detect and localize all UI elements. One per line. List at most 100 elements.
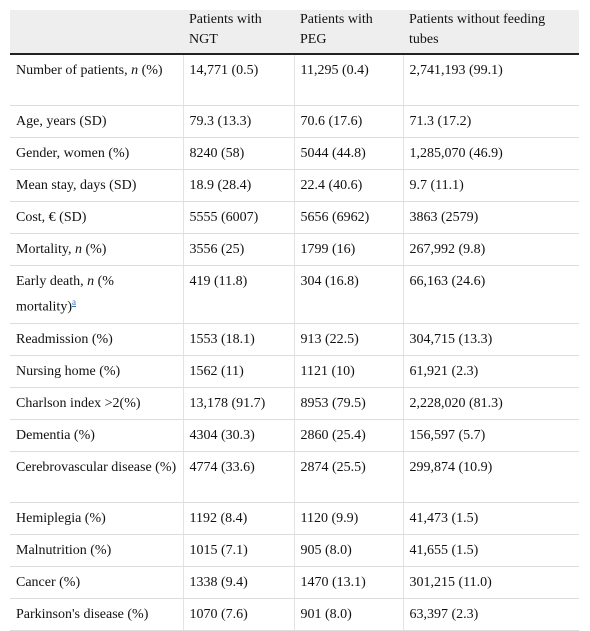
row-label-text: Hemiplegia (%) [16,510,106,526]
cell-no-tube: 9.7 (11.1) [403,169,579,202]
row-label: Readmission (%) [10,323,184,356]
cell-no-tube: 301,215 (11.0) [403,566,579,599]
cell-no-tube: 299,874 (10.9) [403,451,579,503]
cell-no-tube: 61,921 (2.3) [403,355,579,388]
cell-ngt: 4774 (33.6) [183,451,295,503]
cell-no-tube: 66,163 (24.6) [403,265,579,324]
table-row: Cancer (%) 1338 (9.4) 1470 (13.1) 301,215 (… [10,566,579,599]
row-label-italic: n [131,63,139,78]
patient-characteristics-table: Patients with NGT Patients with PEG Pati… [10,10,579,631]
row-label: Gender, women (%) [10,137,184,170]
row-label-text: Gender, women (%) [16,146,130,161]
row-label-text: Mean stay, days (SD) [16,178,137,193]
table-row: Cerebrovascular disease (%) 4774 (33.6) 28… [10,451,579,503]
table-row: Malnutrition (%) 1015 (7.1) 905 (8.0) 41,65… [10,534,579,567]
header-cell-ngt: Patients with NGT [183,10,294,55]
cell-no-tube: 304,715 (13.3) [403,323,579,356]
cell-no-tube: 267,992 (9.8) [403,233,579,266]
cell-no-tube: 71.3 (17.2) [403,105,579,138]
header-cell-peg: Patients with PEG [294,10,403,55]
row-label: Cancer (%) [10,566,184,599]
cell-ngt: 4304 (30.3) [183,419,295,452]
table-row: Parkinson's disease (%) 1070 (7.6) 901 (8.… [10,598,579,631]
cell-no-tube: 2,228,020 (81.3) [403,387,579,420]
cell-peg: 905 (8.0) [294,534,404,567]
cell-peg: 11,295 (0.4) [294,54,404,106]
row-label-text: Malnutrition (%) [16,542,112,558]
row-label: Early death, n (% mortality)a [10,265,184,324]
cell-peg: 2874 (25.5) [294,451,404,503]
table-row: Number of patients, n (%) 14,771 (0.5) 11,… [10,54,579,106]
cell-peg: 304 (16.8) [294,265,404,324]
header-row: Patients with NGT Patients with PEG Pati… [10,10,579,55]
row-label-suffix: (%) [81,242,107,257]
row-label: Mean stay, days (SD) [10,169,184,202]
table-row: Gender, women (%) 8240 (58) 5044 (44.8) 1,2… [10,137,579,170]
row-label-text: Readmission (%) [16,331,113,347]
header-cell-blank [10,10,183,55]
cell-ngt: 5555 (6007) [183,201,295,234]
cell-ngt: 1553 (18.1) [183,323,295,356]
table-row: Charlson index >2(%) 13,178 (91.7) 8953 (7… [10,387,579,420]
data-table-container: Patients with NGT Patients with PEG Pati… [10,10,579,631]
footnote-link[interactable]: a [72,297,76,307]
row-label-text: Cost, € (SD) [16,210,87,225]
row-label-text: Parkinson's disease (%) [16,606,149,622]
row-label: Charlson index >2(%) [10,387,184,420]
table-row: Mean stay, days (SD) 18.9 (28.4) 22.4 (40.… [10,169,579,202]
table-row: Readmission (%) 1553 (18.1) 913 (22.5) 304,… [10,323,579,356]
cell-no-tube: 41,473 (1.5) [403,502,579,535]
cell-ngt: 1562 (11) [183,355,295,388]
row-label: Parkinson's disease (%) [10,598,184,631]
cell-no-tube: 2,741,193 (99.1) [403,54,579,106]
table-row: Hemiplegia (%) 1192 (8.4) 1120 (9.9) 41,473… [10,502,579,535]
cell-ngt: 14,771 (0.5) [183,54,295,106]
row-label-suffix: (%) [138,63,163,78]
cell-ngt: 419 (11.8) [183,265,295,324]
cell-peg: 5044 (44.8) [294,137,404,170]
cell-no-tube: 1,285,070 (46.9) [403,137,579,170]
row-label-text: Charlson index >2(%) [16,395,141,411]
table-row: Age, years (SD) 79.3 (13.3) 70.6 (17.6) 71.… [10,105,579,138]
table-row: Nursing home (%) 1562 (11) 1121 (10) 61,921… [10,355,579,388]
row-label-text: Cerebrovascular disease (%) [16,459,177,475]
row-label-text: Dementia (%) [16,427,95,443]
row-label: Age, years (SD) [10,105,184,138]
cell-peg: 1799 (16) [294,233,404,266]
row-label-suffix: (% mortality) [16,274,114,315]
cell-peg: 1120 (9.9) [294,502,404,535]
row-label-italic: n [74,242,82,257]
cell-peg: 913 (22.5) [294,323,404,356]
cell-ngt: 1015 (7.1) [183,534,295,567]
table-row: Cost, € (SD) 5555 (6007) 5656 (6962) 3863 (… [10,201,579,234]
row-label-text: Nursing home (%) [16,363,121,379]
row-label-text: Age, years (SD) [16,114,107,129]
table-row: Mortality, n (%) 3556 (25) 1799 (16) 267,99… [10,233,579,266]
cell-peg: 22.4 (40.6) [294,169,404,202]
cell-peg: 1470 (13.1) [294,566,404,599]
cell-no-tube: 3863 (2579) [403,201,579,234]
cell-ngt: 13,178 (91.7) [183,387,295,420]
row-label: Dementia (%) [10,419,184,452]
table-row: Early death, n (% mortality)a 419 (11.8) 3… [10,265,579,324]
row-label-text: Cancer (%) [16,574,81,590]
cell-ngt: 79.3 (13.3) [183,105,295,138]
row-label: Malnutrition (%) [10,534,184,567]
cell-no-tube: 63,397 (2.3) [403,598,579,631]
row-label-text: Number of patients, [16,63,132,78]
row-label: Nursing home (%) [10,355,184,388]
cell-peg: 1121 (10) [294,355,404,388]
table-row: Dementia (%) 4304 (30.3) 2860 (25.4) 156,59… [10,419,579,452]
row-label: Cerebrovascular disease (%) [10,451,184,503]
cell-ngt: 18.9 (28.4) [183,169,295,202]
row-label: Mortality, n (%) [10,233,184,266]
cell-ngt: 1070 (7.6) [183,598,295,631]
header-cell-no-tube: Patients without feeding tubes [403,10,579,55]
cell-peg: 5656 (6962) [294,201,404,234]
cell-peg: 2860 (25.4) [294,419,404,452]
row-label-text: Mortality, [16,242,75,257]
row-label: Cost, € (SD) [10,201,184,234]
cell-ngt: 3556 (25) [183,233,295,266]
row-label-text: Early death, [16,274,88,289]
cell-no-tube: 41,655 (1.5) [403,534,579,567]
